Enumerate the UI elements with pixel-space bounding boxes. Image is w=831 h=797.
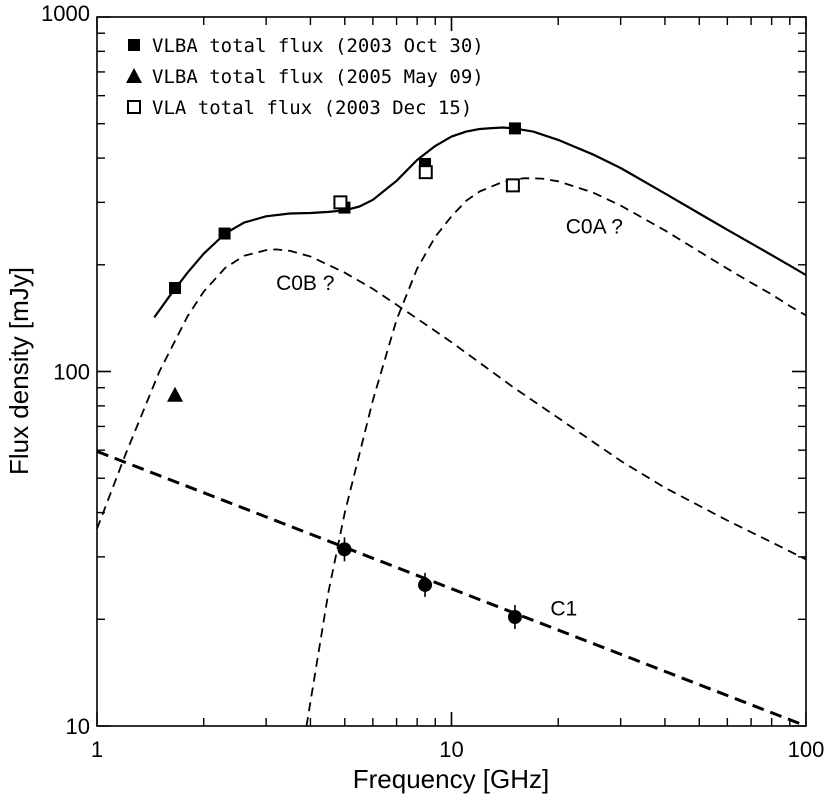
x-tick-label: 1 [91, 737, 103, 762]
curve-c1-fit [97, 450, 806, 726]
marker-filled-square [218, 227, 231, 240]
x-tick-label: 10 [439, 737, 463, 762]
annotation-label: C1 [550, 597, 577, 620]
legend-marker [127, 100, 141, 114]
marker-filled-square [508, 122, 521, 135]
y-axis-label: Flux density [mJy] [4, 267, 34, 475]
curve-c0b [97, 248, 806, 561]
y-tick-label: 10 [66, 714, 90, 739]
curve-total-fit [153, 126, 806, 319]
marker-filled-square [169, 282, 182, 295]
legend-label: VLA total flux (2003 Dec 15) [152, 97, 472, 119]
marker-open-square [333, 195, 348, 210]
curve-annotations: C0B ? C0A ? C1 [276, 216, 623, 621]
marker-open-square [505, 178, 520, 193]
annotation-label: C0A ? [566, 216, 623, 239]
marker-filled-circle [337, 542, 352, 557]
data-markers [167, 122, 522, 629]
marker-filled-circle [418, 577, 433, 592]
legend: VLBA total flux (2003 Oct 30) VLBA total … [126, 35, 484, 119]
curve-c0a [305, 177, 806, 726]
legend-label: VLBA total flux (2005 May 09) [152, 66, 484, 88]
annotation-label: C0B ? [276, 272, 334, 295]
marker-filled-triangle [167, 386, 184, 402]
x-axis-label: Frequency [GHz] [353, 764, 550, 794]
plot-frame [96, 16, 807, 727]
legend-marker [126, 68, 142, 83]
plot-curves [97, 126, 806, 726]
y-tick-label: 100 [53, 360, 90, 385]
legend-marker [128, 39, 140, 51]
marker-filled-circle [507, 609, 522, 624]
axis-ticks [96, 16, 807, 727]
y-tick-label: 1000 [41, 1, 90, 26]
x-tick-label: 100 [788, 737, 825, 762]
legend-label: VLBA total flux (2003 Oct 30) [152, 35, 484, 57]
marker-open-square [418, 165, 433, 180]
